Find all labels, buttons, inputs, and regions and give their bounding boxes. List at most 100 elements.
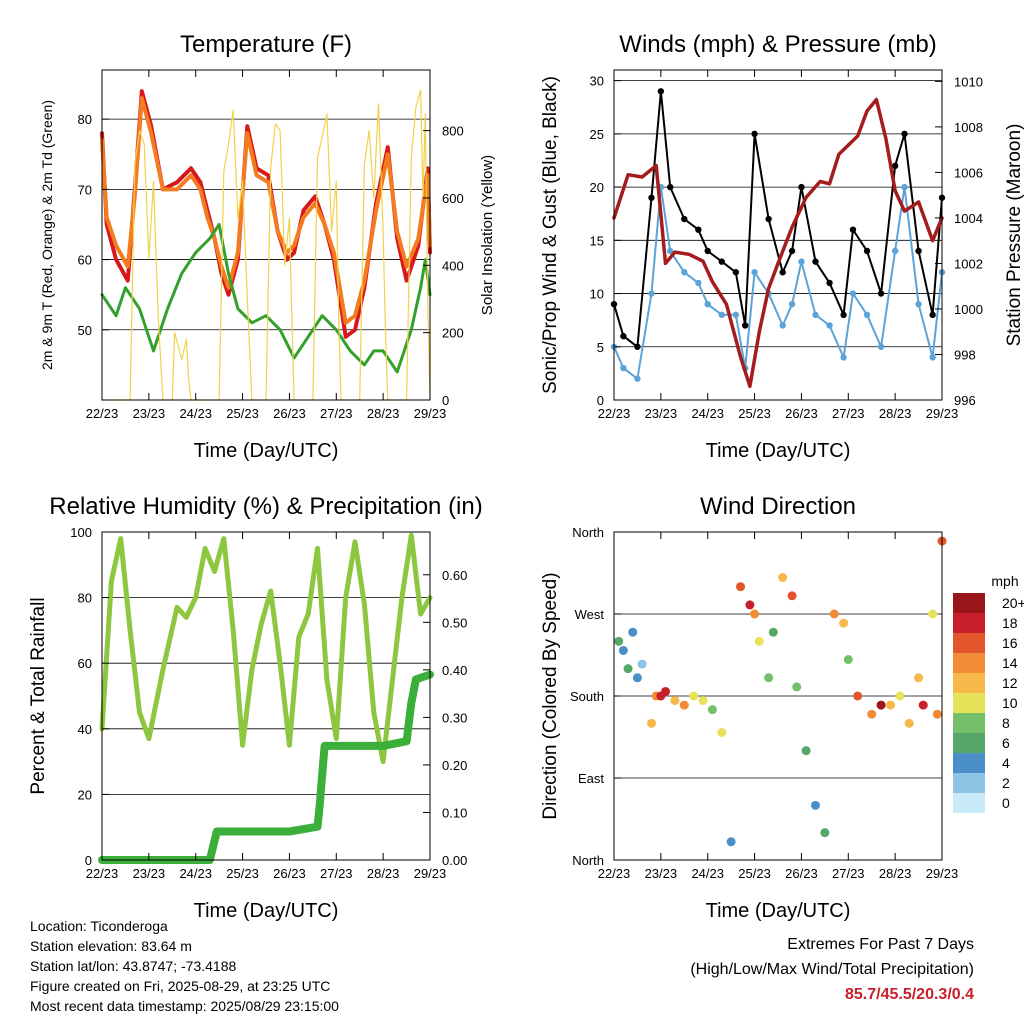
series-total-precipitation <box>98 670 434 864</box>
y-tick-label: 60 <box>78 656 92 671</box>
legend-label: 18 <box>1002 615 1018 631</box>
y-tick-label: 5 <box>597 340 604 355</box>
panel-title: Wind Direction <box>700 493 856 520</box>
y-tick-label: 70 <box>78 182 92 197</box>
y-axis-label-right: Solar Insolation (Yellow) <box>479 155 496 315</box>
x-tick-label: 23/23 <box>133 866 166 881</box>
x-tick-label: 27/23 <box>320 866 353 881</box>
y-tick-label-right: 0.40 <box>442 663 467 678</box>
x-tick-label: 25/23 <box>226 406 259 421</box>
direction-point <box>726 837 736 847</box>
plot-frame <box>101 69 431 401</box>
latlon-text: Station lat/lon: 43.8747; -73.4188 <box>30 958 237 974</box>
y-tick-label-right: 400 <box>442 258 464 273</box>
x-tick-label: 26/23 <box>785 866 818 881</box>
y-tick-label: 0 <box>597 393 604 408</box>
direction-point <box>867 709 877 719</box>
y-tick-label-right: 0.00 <box>442 853 467 868</box>
direction-point <box>707 705 717 715</box>
extremes-subtitle: (High/Low/Max Wind/Total Precipitation) <box>690 961 974 978</box>
legend-label: 16 <box>1002 635 1018 651</box>
direction-point <box>623 664 633 674</box>
direction-point <box>839 618 849 628</box>
direction-point <box>801 746 811 756</box>
y-tick-label-right: 996 <box>954 393 976 408</box>
direction-point <box>895 691 905 701</box>
x-tick-label: 26/23 <box>273 866 306 881</box>
x-tick-label: 29/23 <box>414 406 447 421</box>
direction-point <box>820 828 830 838</box>
extremes-block: Extremes For Past 7 Days (High/Low/Max W… <box>690 932 974 1007</box>
legend-swatch <box>953 733 985 753</box>
legend-label: 20+ <box>1002 595 1024 611</box>
x-tick-label: 28/23 <box>367 866 400 881</box>
legend-swatch <box>953 653 985 673</box>
x-tick-label: 27/23 <box>320 406 353 421</box>
y-axis-label-left: Direction (Colored By Speed) <box>540 572 561 819</box>
legend-unit: mph <box>991 573 1018 589</box>
direction-point <box>876 700 886 710</box>
x-axis-label: Time (Day/UTC) <box>706 900 851 922</box>
direction-point <box>914 673 924 683</box>
legend-label: 14 <box>1002 655 1018 671</box>
direction-point <box>614 636 624 646</box>
direction-point <box>679 700 689 710</box>
legend-label: 2 <box>1002 775 1010 791</box>
x-tick-label: 22/23 <box>86 866 119 881</box>
direction-point <box>918 700 928 710</box>
series-gust-line <box>613 91 943 349</box>
y-tick-label: 60 <box>78 253 92 268</box>
y-tick-label: 20 <box>590 180 604 195</box>
panel-title: Temperature (F) <box>180 31 352 58</box>
y-tick-label-right: 0.50 <box>442 615 467 630</box>
direction-point <box>618 645 628 655</box>
y-tick-label-right: 1002 <box>954 256 983 271</box>
series-relative-humidity <box>99 532 433 765</box>
y-tick-label: 10 <box>590 287 604 302</box>
legend-swatch <box>953 693 985 713</box>
y-tick-label: 15 <box>590 233 604 248</box>
x-tick-label: 22/23 <box>598 406 631 421</box>
y-tick-label: West <box>575 607 605 622</box>
legend-label: 6 <box>1002 735 1010 751</box>
direction-point <box>689 691 699 701</box>
y-tick-label-right: 1008 <box>954 120 983 135</box>
y-tick-label-right: 1000 <box>954 302 983 317</box>
x-tick-label: 25/23 <box>738 406 771 421</box>
legend-swatch <box>953 753 985 773</box>
direction-point <box>646 718 656 728</box>
x-tick-label: 26/23 <box>785 406 818 421</box>
direction-point <box>661 686 671 696</box>
y-tick-label-right: 0 <box>442 393 449 408</box>
y-tick-label: 80 <box>78 112 92 127</box>
direction-point <box>778 573 788 583</box>
y-tick-label-right: 800 <box>442 124 464 139</box>
y-tick-label: 50 <box>78 323 92 338</box>
x-axis-label: Time (Day/UTC) <box>194 440 339 462</box>
y-tick-label: 25 <box>590 127 604 142</box>
y-tick-label-right: 0.60 <box>442 568 467 583</box>
x-tick-label: 24/23 <box>691 406 724 421</box>
legend-swatch <box>953 633 985 653</box>
y-tick-label-right: 1006 <box>954 165 983 180</box>
direction-point <box>932 709 942 719</box>
x-tick-label: 27/23 <box>832 406 865 421</box>
direction-point <box>928 609 938 619</box>
y-tick-label-right: 0.20 <box>442 758 467 773</box>
legend-swatch <box>953 773 985 793</box>
x-tick-label: 22/23 <box>598 866 631 881</box>
x-tick-label: 22/23 <box>86 406 119 421</box>
y-tick-label: 20 <box>78 787 92 802</box>
y-axis-label-right: Station Pressure (Maroon) <box>1004 124 1024 347</box>
x-tick-label: 28/23 <box>879 866 912 881</box>
legend-swatch <box>953 613 985 633</box>
y-tick-label: East <box>578 771 604 786</box>
x-tick-label: 23/23 <box>645 406 678 421</box>
x-tick-label: 28/23 <box>879 406 912 421</box>
panel-title: Winds (mph) & Pressure (mb) <box>619 31 936 58</box>
extremes-title: Extremes For Past 7 Days <box>787 936 974 953</box>
y-tick-label: 80 <box>78 591 92 606</box>
direction-point <box>787 591 797 601</box>
direction-point <box>736 582 746 592</box>
y-tick-label-right: 1004 <box>954 211 983 226</box>
